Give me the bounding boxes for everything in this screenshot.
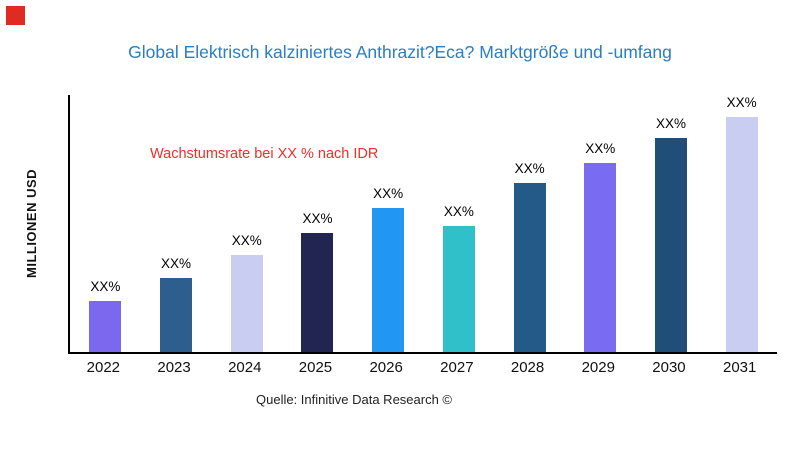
growth-annotation: Wachstumsrate bei XX % nach IDR	[150, 146, 379, 162]
bar-value-label: XX%	[161, 256, 192, 271]
x-tick-label: 2022	[86, 359, 121, 376]
bar-group: XX%	[353, 95, 424, 352]
bar-group: XX%	[282, 95, 353, 352]
bar-group: XX%	[494, 95, 565, 352]
x-tick-label: 2023	[157, 359, 191, 376]
bar-group: XX%	[565, 95, 636, 352]
chart-title: Global Elektrisch kalziniertes Anthrazit…	[128, 42, 672, 62]
x-tick-label: 2031	[722, 359, 757, 376]
bar-2024	[230, 255, 263, 352]
x-tick-label: 2029	[581, 359, 615, 376]
x-axis-labels: 2022 2023 2024 2025 2026 2027 2028 2029 2030 2031	[68, 359, 775, 376]
plot-area: XX% XX% XX% XX% XX% XX% XX% XX% XX% XX%	[68, 95, 777, 354]
bar-2027	[442, 226, 475, 352]
bar-value-label: XX%	[585, 141, 616, 156]
source-note: Quelle: Infinitive Data Research ©	[256, 392, 453, 407]
x-tick-label: 2030	[652, 359, 686, 376]
bar-value-label: XX%	[726, 95, 757, 110]
bar-2031	[725, 117, 758, 352]
bar-value-label: XX%	[231, 233, 262, 248]
bar-value-label: XX%	[514, 161, 545, 176]
bar-value-label: XX%	[443, 204, 474, 219]
bar-group: XX%	[141, 95, 212, 352]
bar-2030	[654, 138, 687, 352]
x-tick-label: 2027	[440, 359, 474, 376]
bar-value-label: XX%	[302, 211, 333, 226]
x-tick-label: 2025	[298, 359, 333, 376]
bar-value-label: XX%	[373, 186, 404, 201]
bar-group: XX%	[706, 95, 777, 352]
brand-square	[6, 6, 25, 25]
bar-group: XX%	[70, 95, 141, 352]
bar-value-label: XX%	[90, 279, 121, 294]
y-axis-label: MILLIONEN USD	[24, 168, 39, 279]
bar-2025	[301, 233, 334, 352]
bar-2028	[513, 183, 546, 352]
bar-2026	[372, 208, 405, 352]
bar-value-label: XX%	[655, 116, 686, 131]
x-tick-label: 2024	[228, 359, 262, 376]
bar-group: XX%	[636, 95, 707, 352]
bar-2022	[89, 301, 122, 352]
bar-group: XX%	[424, 95, 495, 352]
bar-group: XX%	[211, 95, 282, 352]
x-tick-label: 2028	[510, 359, 545, 376]
bar-2029	[584, 163, 617, 352]
bar-2023	[160, 278, 193, 352]
bars-container: XX% XX% XX% XX% XX% XX% XX% XX% XX% XX%	[70, 95, 777, 352]
x-tick-label: 2026	[369, 359, 403, 376]
